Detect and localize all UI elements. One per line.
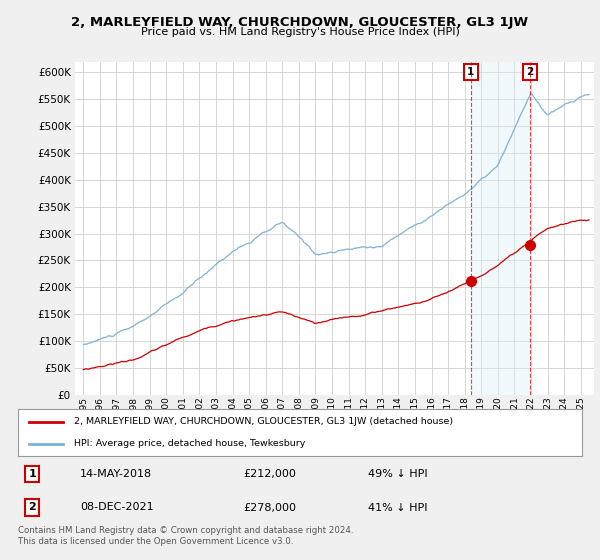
Text: 1: 1 bbox=[28, 469, 36, 479]
Text: 1: 1 bbox=[467, 67, 475, 77]
Text: 2: 2 bbox=[28, 502, 36, 512]
Text: 41% ↓ HPI: 41% ↓ HPI bbox=[368, 502, 427, 512]
Text: HPI: Average price, detached house, Tewkesbury: HPI: Average price, detached house, Tewk… bbox=[74, 439, 306, 448]
Text: 2: 2 bbox=[526, 67, 533, 77]
Text: Price paid vs. HM Land Registry's House Price Index (HPI): Price paid vs. HM Land Registry's House … bbox=[140, 27, 460, 37]
Text: 49% ↓ HPI: 49% ↓ HPI bbox=[368, 469, 427, 479]
Text: 2, MARLEYFIELD WAY, CHURCHDOWN, GLOUCESTER, GL3 1JW: 2, MARLEYFIELD WAY, CHURCHDOWN, GLOUCEST… bbox=[71, 16, 529, 29]
Text: 14-MAY-2018: 14-MAY-2018 bbox=[80, 469, 152, 479]
Text: 2, MARLEYFIELD WAY, CHURCHDOWN, GLOUCESTER, GL3 1JW (detached house): 2, MARLEYFIELD WAY, CHURCHDOWN, GLOUCEST… bbox=[74, 417, 454, 426]
Bar bbox=[471, 62, 530, 395]
Text: £212,000: £212,000 bbox=[244, 469, 296, 479]
Text: Contains HM Land Registry data © Crown copyright and database right 2024.
This d: Contains HM Land Registry data © Crown c… bbox=[18, 526, 353, 546]
Text: 08-DEC-2021: 08-DEC-2021 bbox=[80, 502, 154, 512]
Text: £278,000: £278,000 bbox=[244, 502, 296, 512]
